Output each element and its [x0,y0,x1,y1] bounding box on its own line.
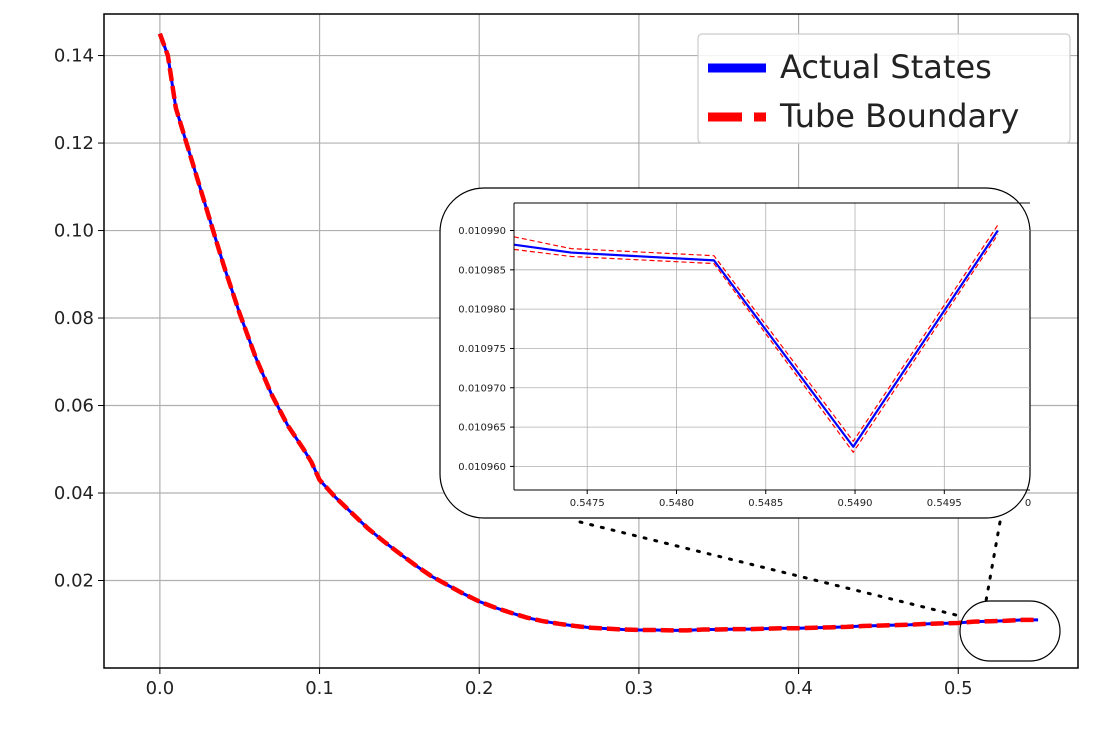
zoom-connector-right [984,520,1002,603]
main-y-tick-label-4: 0.10 [54,221,94,242]
legend: Actual States Tube Boundary [697,33,1071,144]
inset-panel [439,187,1031,519]
main-plot-frame [103,13,1079,669]
inset-y-tick-label-5: 0.010985 [458,265,506,276]
main-x-tick-label-4: 0.4 [784,678,813,699]
legend-box [697,33,1071,144]
main-series-tube-boundary-1 [157,32,1039,633]
main-x-tick-label-1: 0.1 [305,678,334,699]
inset-series-tube-boundary-2 [514,234,999,453]
inset-x-tick-label-0: 0.5475 [570,498,605,509]
main-y-tick-label-0: 0.02 [54,571,94,592]
inset-x-tick-label-4: 0.5495 [927,498,962,509]
inset-y-tick-label-1: 0.010965 [458,423,506,434]
main-y-tick-label-1: 0.04 [54,483,94,504]
main-x-tick-label-2: 0.2 [465,678,494,699]
main-x-tick-label-5: 0.5 [944,678,973,699]
zoom-region-marker [959,600,1061,662]
inset-y-tick-label-0: 0.010960 [458,462,506,473]
inset-grid [514,203,1030,490]
inset-series-actual-states-0 [514,229,999,448]
inset-y-tick-label-2: 0.010970 [458,383,506,394]
main-x-tick-label-3: 0.3 [625,678,654,699]
legend-label-actual-states: Actual States [780,48,992,86]
inset-x-tick-label-5: 0 [1025,498,1031,509]
inset-x-tick-label-2: 0.5485 [748,498,783,509]
inset-series-tube-boundary-1 [514,224,999,442]
legend-label-tube-boundary: Tube Boundary [779,97,1019,135]
inset-x-tick-label-3: 0.5490 [838,498,873,509]
main-y-tick-label-2: 0.06 [54,396,94,417]
main-y-tick-label-5: 0.12 [54,133,94,154]
inset-y-tick-label-4: 0.010980 [458,305,506,316]
inset-series-group [514,224,999,453]
main-series-group [157,32,1039,633]
inset-ticks: 0.5475 0.5480 0.5485 0.5490 0.5495 0 0.010960 0… [458,226,1031,509]
inset-y-tick-label-6: 0.010990 [458,226,506,237]
inset-y-tick-label-3: 0.010975 [458,344,506,355]
zoom-connector-left [578,520,962,618]
main-ticks: 0.0 0.1 0.2 0.3 0.4 0.5 0.02 0.04 0.06 0.08 0.10 0.… [54,46,973,699]
inset-x-tick-label-1: 0.5480 [659,498,694,509]
main-x-tick-label-0: 0.0 [146,678,175,699]
main-y-tick-label-6: 0.14 [54,46,94,67]
main-y-tick-label-3: 0.08 [54,308,94,329]
